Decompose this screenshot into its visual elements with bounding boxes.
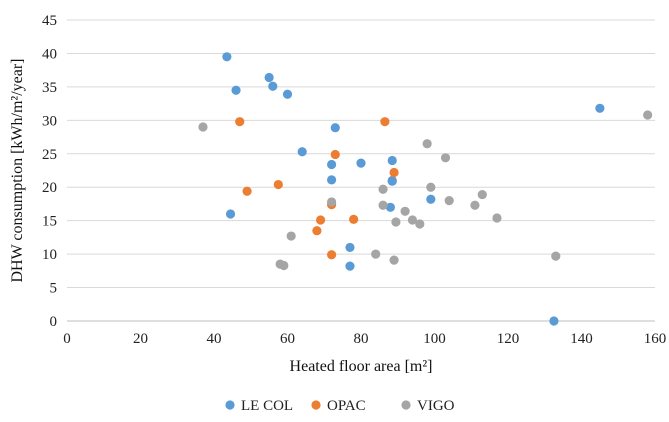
point-le-col <box>327 159 337 170</box>
point-vigo <box>492 213 502 223</box>
y-axis-title: DHW consumption [kWh/m²/year] <box>9 58 26 282</box>
y-tick-label: 20 <box>42 180 57 196</box>
point-vigo <box>407 215 418 225</box>
point-vigo <box>477 189 487 200</box>
y-tick-label: 10 <box>42 247 57 263</box>
point-vigo <box>415 219 425 229</box>
legend-marker-opac <box>311 400 321 410</box>
point-le-col <box>549 316 559 326</box>
point-vigo <box>440 153 451 163</box>
point-opac <box>327 250 337 260</box>
point-vigo <box>389 255 399 265</box>
y-tick-label: 25 <box>42 147 57 163</box>
legend-marker-vigo <box>401 400 411 410</box>
point-vigo <box>470 200 480 210</box>
point-le-col <box>345 261 355 271</box>
point-le-col <box>282 89 293 99</box>
point-vigo <box>391 217 401 227</box>
x-tick-label: 160 <box>644 331 667 347</box>
point-le-col <box>345 242 355 253</box>
point-opac <box>389 167 399 178</box>
x-tick-label: 120 <box>497 331 520 347</box>
point-le-col <box>387 176 397 186</box>
point-le-col <box>356 158 366 168</box>
point-vigo <box>444 196 454 206</box>
point-le-col <box>231 85 241 95</box>
point-vigo <box>279 260 289 271</box>
point-opac <box>312 226 322 236</box>
point-le-col <box>222 52 232 62</box>
grid-lines <box>67 19 655 289</box>
x-axis-title: Heated floor area [m²] <box>290 358 433 375</box>
point-le-col <box>330 123 340 133</box>
point-opac <box>349 214 359 224</box>
point-opac <box>315 215 326 225</box>
y-tick-label: 40 <box>42 46 57 62</box>
point-vigo <box>551 251 561 261</box>
point-le-col <box>327 175 337 185</box>
x-tick-label: 20 <box>133 331 148 347</box>
point-le-col <box>225 209 236 219</box>
point-le-col <box>426 194 436 204</box>
y-tick-label: 35 <box>42 80 57 96</box>
x-tick-label: 60 <box>280 331 295 347</box>
point-le-col <box>385 202 395 212</box>
tick-labels: 0 5 10 15 20 25 30 35 40 45 0 20 40 60 80 100 120 140 160 <box>42 13 666 347</box>
point-opac <box>273 179 283 190</box>
x-tick-label: 140 <box>570 331 593 347</box>
point-vigo <box>400 206 410 216</box>
y-tick-label: 0 <box>50 314 58 330</box>
point-vigo <box>327 197 337 207</box>
data-points <box>198 52 653 326</box>
legend-label-opac: OPAC <box>327 398 366 414</box>
y-tick-label: 30 <box>42 113 57 129</box>
point-le-col <box>595 103 605 113</box>
y-tick-label: 5 <box>50 281 58 297</box>
point-vigo <box>286 231 296 241</box>
point-vigo <box>422 139 432 149</box>
point-vigo <box>198 122 208 132</box>
legend-marker-le-col <box>225 400 235 410</box>
point-opac <box>235 117 245 127</box>
legend-label-le-col: LE COL <box>241 398 293 414</box>
x-tick-label: 40 <box>207 331 222 347</box>
point-vigo <box>371 249 381 259</box>
point-vigo <box>378 184 388 194</box>
point-le-col <box>387 155 397 166</box>
point-vigo <box>426 182 436 192</box>
point-le-col <box>268 81 278 91</box>
point-le-col <box>297 147 307 157</box>
point-opac <box>242 186 252 196</box>
point-opac <box>380 117 390 127</box>
legend: LE COL OPAC VIGO <box>225 398 455 414</box>
point-le-col <box>264 72 274 83</box>
y-tick-label: 15 <box>42 214 57 230</box>
legend-label-vigo: VIGO <box>417 398 455 414</box>
x-tick-label: 0 <box>63 331 71 347</box>
point-vigo <box>643 110 653 120</box>
x-tick-label: 80 <box>354 331 369 347</box>
point-opac <box>330 149 340 160</box>
y-tick-label: 45 <box>42 13 57 29</box>
point-vigo <box>378 200 388 210</box>
x-tick-label: 100 <box>423 331 446 347</box>
